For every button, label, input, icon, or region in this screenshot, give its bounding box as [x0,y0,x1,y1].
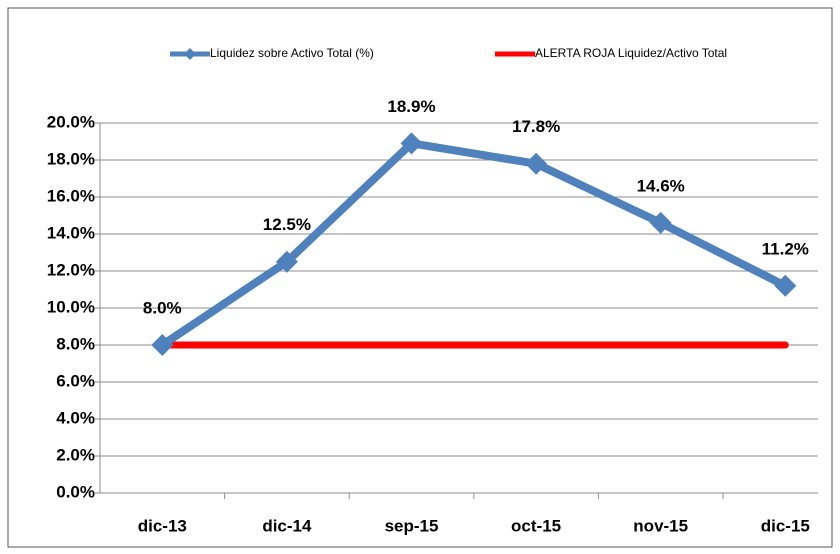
data-label: 14.6% [637,176,685,195]
y-tick-label: 2.0% [56,445,95,464]
y-tick-label: 14.0% [47,223,95,242]
y-tick-label: 8.0% [56,334,95,353]
marker [649,211,672,234]
data-label: 11.2% [762,239,809,258]
data-label: 8.0% [143,298,182,317]
marker [151,334,174,356]
y-tick-label: 10.0% [47,297,95,316]
marker [275,250,298,273]
x-tick-label: dic-14 [262,516,312,535]
x-tick-label: dic-15 [761,516,810,535]
x-tick-label: nov-15 [633,516,688,535]
x-tick-label: sep-15 [385,516,439,535]
data-label: 17.8% [512,117,560,136]
legend-marker [184,48,196,60]
y-tick-label: 12.0% [47,260,95,279]
y-tick-label: 4.0% [56,408,95,427]
x-tick-label: dic-13 [138,516,187,535]
marker [525,152,548,175]
y-tick-label: 6.0% [56,371,95,390]
y-tick-label: 20.0% [47,112,95,131]
y-tick-label: 0.0% [56,482,95,501]
data-label: 12.5% [263,215,311,234]
series-line [158,139,790,349]
legend-label: ALERTA ROJA Liquidez/Activo Total [535,46,727,60]
x-tick-label: oct-15 [511,516,561,535]
legend-label: Liquidez sobre Activo Total (%) [210,46,374,60]
chart-border [7,7,833,548]
data-label: 18.9% [387,97,435,116]
marker [400,132,423,155]
y-tick-label: 18.0% [47,149,95,168]
marker [774,274,797,297]
y-tick-label: 16.0% [47,186,95,205]
